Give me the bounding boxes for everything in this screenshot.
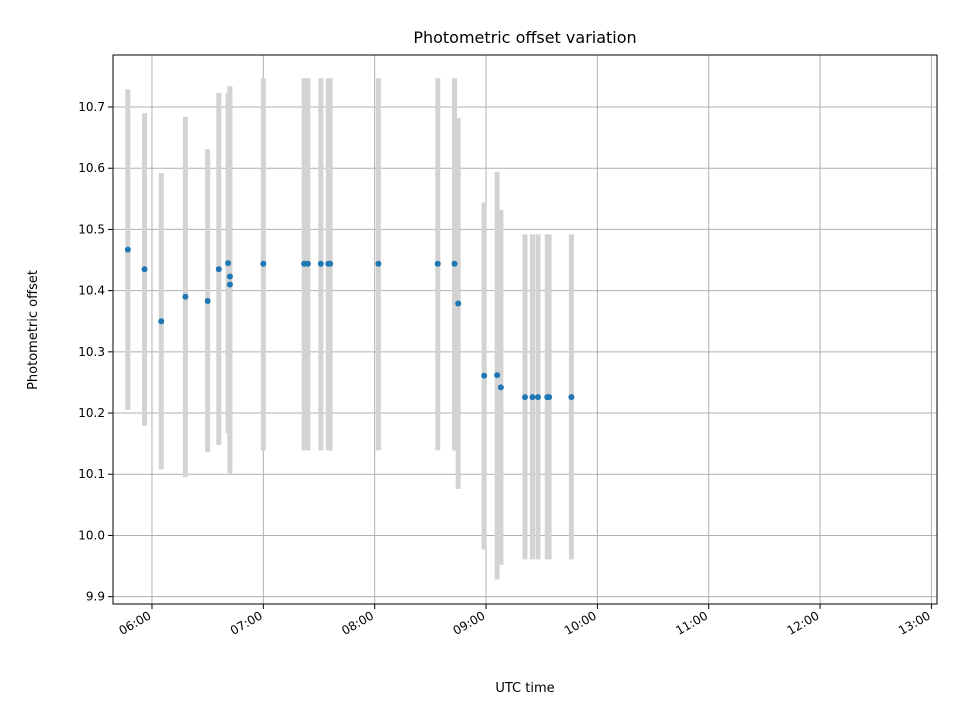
data-point xyxy=(451,260,458,267)
data-point xyxy=(158,318,165,325)
y-tick-label: 10.4 xyxy=(78,284,105,298)
y-tick-label: 10.2 xyxy=(78,406,105,420)
y-axis-label: Photometric offset xyxy=(26,270,41,390)
y-tick-label: 9.9 xyxy=(86,590,105,604)
data-point xyxy=(481,372,488,379)
data-point xyxy=(141,266,148,273)
data-point xyxy=(375,260,382,267)
data-point xyxy=(260,260,267,267)
data-points xyxy=(124,246,575,401)
chart-title: Photometric offset variation xyxy=(413,28,636,47)
y-tick-label: 10.5 xyxy=(78,222,105,236)
data-point xyxy=(226,273,233,280)
data-point xyxy=(327,260,334,267)
data-point xyxy=(522,394,528,401)
data-point xyxy=(304,260,311,267)
y-axis: 9.9 10.0 10.1 10.2 10.3 10.4 10.5 10.6 10.7 xyxy=(78,100,113,604)
data-point xyxy=(225,260,232,267)
data-point xyxy=(497,384,504,391)
data-point xyxy=(534,394,541,401)
data-point xyxy=(455,300,462,307)
data-point xyxy=(494,372,501,379)
data-point xyxy=(434,260,441,267)
data-point xyxy=(226,281,233,288)
data-point xyxy=(215,266,222,273)
data-point xyxy=(317,260,324,267)
data-point xyxy=(546,394,553,401)
data-point xyxy=(182,293,189,300)
data-point xyxy=(568,394,575,401)
plot-frame xyxy=(112,54,938,605)
data-point xyxy=(204,298,211,305)
y-tick-label: 10.7 xyxy=(78,100,105,114)
y-tick-label: 10.6 xyxy=(78,161,105,175)
x-axis-label: UTC time xyxy=(495,681,554,696)
y-tick-label: 10.3 xyxy=(78,345,105,359)
y-tick-label: 10.1 xyxy=(78,467,105,481)
y-tick-label: 10.0 xyxy=(78,528,105,542)
data-point xyxy=(529,394,536,401)
data-point xyxy=(124,246,131,253)
